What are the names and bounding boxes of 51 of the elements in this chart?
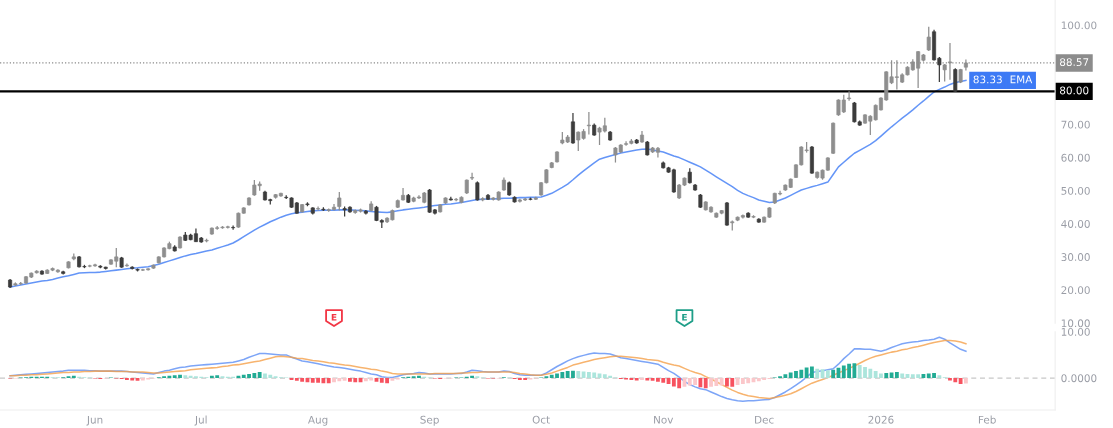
bar: [900, 373, 905, 379]
candlestick: [847, 90, 852, 102]
x-tick-label: Oct: [532, 415, 550, 424]
x-tick-label: 2026: [868, 415, 894, 424]
candlestick: [570, 112, 575, 145]
ref-line-label: 88.57: [1060, 58, 1089, 67]
bar: [183, 375, 188, 379]
bar: [342, 378, 347, 381]
bar: [937, 375, 942, 379]
y-tick-label: 70.00: [1061, 120, 1090, 129]
y-tick-label: 60.00: [1061, 153, 1090, 162]
data-label: E: [331, 314, 337, 321]
data-label: 83.33: [973, 75, 1002, 84]
bar: [257, 372, 262, 379]
bar: [703, 378, 708, 389]
data-label: E: [682, 314, 687, 321]
y-tick-label: 100.00: [1061, 21, 1097, 30]
candlestick: [586, 111, 591, 136]
x-tick-label: Nov: [654, 415, 674, 424]
x-tick-label: Feb: [978, 415, 996, 424]
bar: [894, 372, 899, 379]
legend-label: EMA: [1010, 75, 1033, 84]
x-tick-label: Jun: [86, 415, 103, 426]
bar: [719, 378, 724, 386]
bar: [825, 370, 830, 379]
bar: [964, 378, 968, 384]
y-tick-label: 10.00: [1061, 319, 1090, 328]
ref-line-label: 80.00: [1060, 86, 1089, 95]
y-tick-label: 10.00: [1061, 327, 1090, 336]
candlestick: [337, 191, 342, 212]
bar: [831, 369, 836, 379]
bar: [958, 378, 963, 385]
bar: [698, 378, 703, 388]
line-series: [9, 79, 967, 288]
y-tick-label: 50.00: [1061, 186, 1090, 195]
candlestick: [475, 180, 480, 202]
bar: [576, 371, 581, 379]
y-tick-label: 0.0000: [1061, 374, 1097, 383]
x-tick-label: Jul: [194, 415, 207, 426]
x-tick-label: Dec: [755, 415, 774, 424]
candlestick: [926, 26, 931, 52]
candlestick: [231, 224, 236, 231]
y-tick-label: 40.00: [1061, 220, 1090, 228]
bar: [815, 368, 820, 379]
x-tick-label: Sep: [420, 415, 439, 426]
y-tick-label: 30.00: [1061, 253, 1090, 261]
x-tick-label: Aug: [307, 415, 328, 426]
y-tick-label: 20.00: [1061, 286, 1090, 295]
bar: [326, 378, 331, 384]
candlestick: [470, 172, 475, 181]
bar: [884, 372, 889, 379]
